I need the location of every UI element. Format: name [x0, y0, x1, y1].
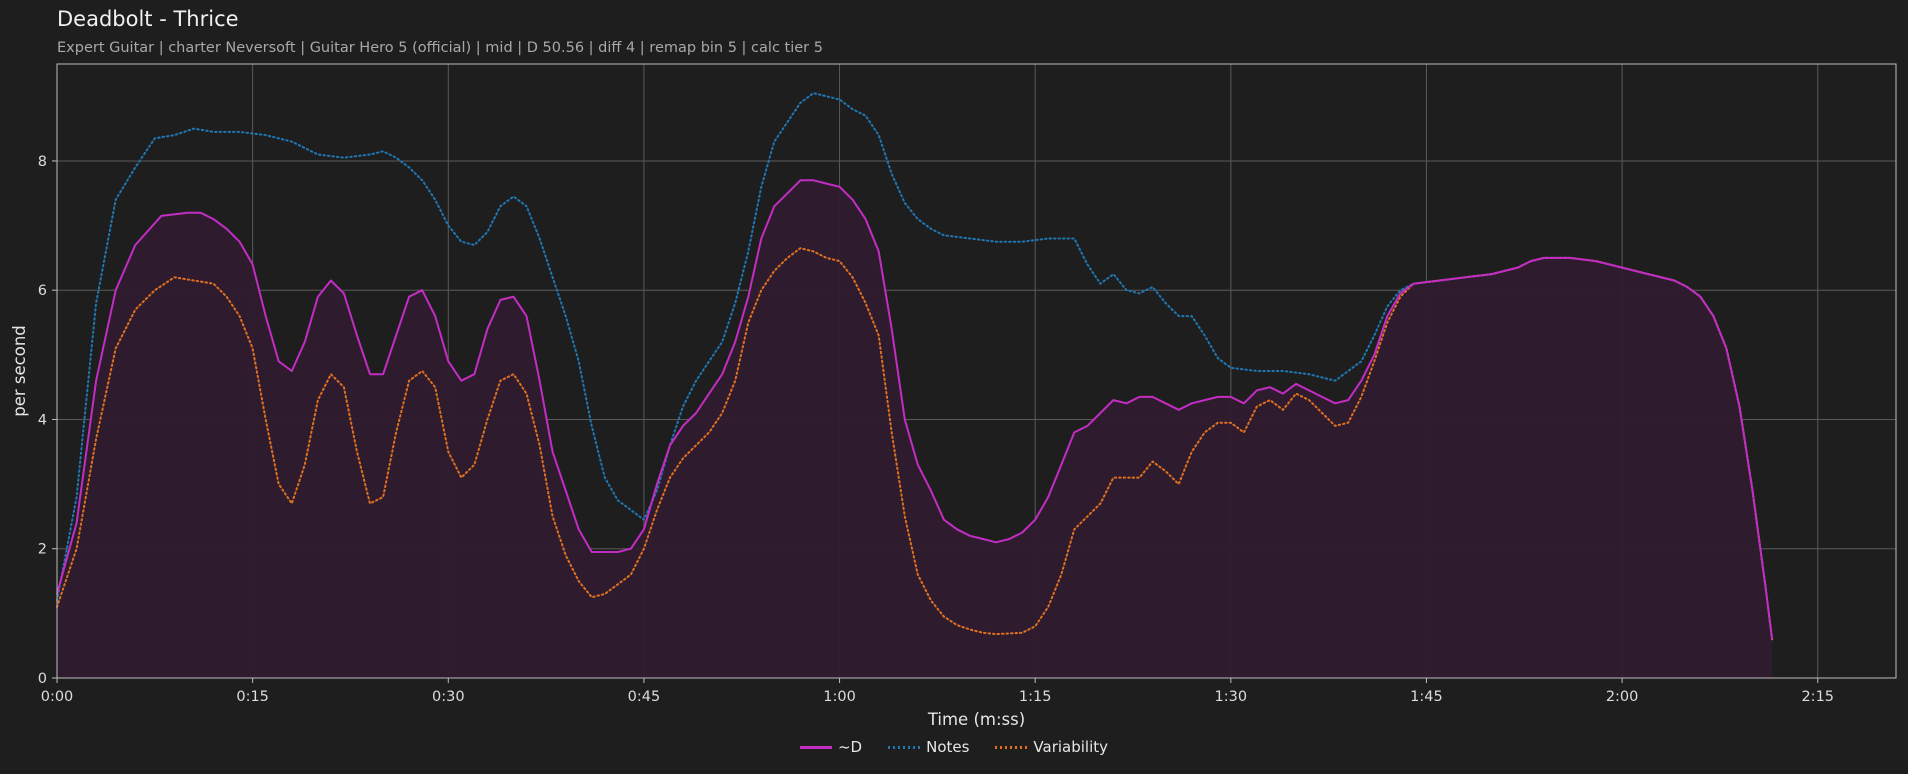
- chart-title: Deadbolt - Thrice: [57, 7, 239, 31]
- legend-label: ~D: [837, 738, 863, 756]
- y-tick-label: 4: [38, 412, 47, 428]
- y-tick-label: 0: [38, 671, 47, 687]
- x-tick-label: 1:45: [1410, 689, 1443, 705]
- legend-label: Variability: [1033, 738, 1109, 756]
- x-tick-label: 0:15: [236, 689, 269, 705]
- legend: ~D Notes Variability: [0, 737, 1908, 757]
- series-line-variability: [56, 247, 1774, 641]
- legend-item: Notes: [888, 737, 969, 757]
- x-axis-label: Time (m:ss): [927, 710, 1025, 729]
- legend-item: ~D: [799, 737, 863, 757]
- chart-subtitle: Expert Guitar | charter Neversoft | Guit…: [57, 40, 823, 56]
- x-tick-label: 0:30: [432, 689, 465, 705]
- x-tick-label: 1:15: [1019, 689, 1052, 705]
- series-layer: [56, 92, 1774, 641]
- x-tick-label: 2:15: [1801, 689, 1834, 705]
- x-tick-label: 1:00: [823, 689, 856, 705]
- y-tick-label: 8: [38, 154, 47, 170]
- legend-swatch: [995, 745, 1028, 749]
- plot-frame: [56, 63, 1897, 679]
- y-tick-label: 2: [38, 542, 47, 558]
- x-tick-label: 0:00: [41, 689, 74, 705]
- d-area-fill: [57, 180, 1773, 679]
- y-axis-label: per second: [10, 325, 29, 417]
- x-tick-label: 0:45: [628, 689, 661, 705]
- legend-item: Variability: [995, 737, 1108, 757]
- legend-swatch: [888, 745, 921, 749]
- legend-swatch: [799, 745, 832, 749]
- x-tick-label: 2:00: [1606, 689, 1639, 705]
- x-tick-label: 1:30: [1215, 689, 1248, 705]
- fill-layer: [57, 180, 1773, 679]
- series-line-d: [56, 179, 1774, 640]
- y-tick-label: 6: [38, 283, 47, 299]
- legend-label: Notes: [926, 738, 970, 756]
- tick-layer: 0:00 0:15 0:30 0:45 1:00 1:15 1:30 1:45 2:00 2:15…: [38, 154, 1834, 705]
